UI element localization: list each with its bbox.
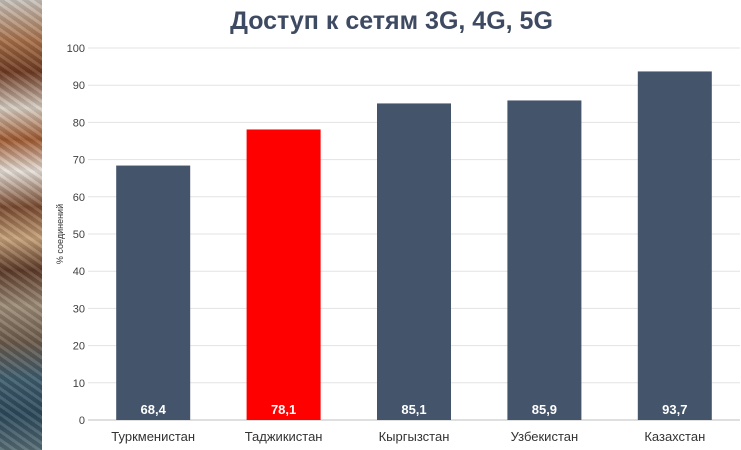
y-tick-label: 20 xyxy=(73,341,85,353)
y-tick-label: 70 xyxy=(73,155,85,167)
bar-value-label: 78,1 xyxy=(271,402,296,417)
bar-value-label: 68,4 xyxy=(141,402,167,417)
y-tick-label: 100 xyxy=(67,43,85,55)
bar xyxy=(246,129,321,420)
y-axis-title: % соединений xyxy=(55,204,65,264)
x-category-label: Казахстан xyxy=(644,429,705,444)
chart-title: Доступ к сетям 3G, 4G, 5G xyxy=(230,7,553,35)
bar xyxy=(116,165,191,420)
y-tick-label: 90 xyxy=(73,80,85,92)
bar-value-label: 93,7 xyxy=(662,402,687,417)
bar xyxy=(637,71,712,420)
y-tick-label: 0 xyxy=(79,415,85,427)
bar xyxy=(377,103,451,420)
y-tick-label: 30 xyxy=(73,303,85,315)
x-category-label: Кыргызстан xyxy=(379,429,450,444)
bar-value-label: 85,9 xyxy=(532,402,557,417)
y-tick-label: 60 xyxy=(73,192,85,204)
x-category-label: Узбекистан xyxy=(511,429,579,444)
x-category-label: Туркменистан xyxy=(111,429,195,444)
y-tick-label: 10 xyxy=(73,378,85,390)
side-landscape-image xyxy=(0,0,42,450)
x-category-label: Таджикистан xyxy=(245,429,323,444)
y-tick-label: 40 xyxy=(73,266,85,278)
y-tick-label: 50 xyxy=(73,229,85,241)
bar-value-label: 85,1 xyxy=(401,402,426,417)
bar xyxy=(507,100,582,421)
y-tick-label: 80 xyxy=(73,117,85,129)
